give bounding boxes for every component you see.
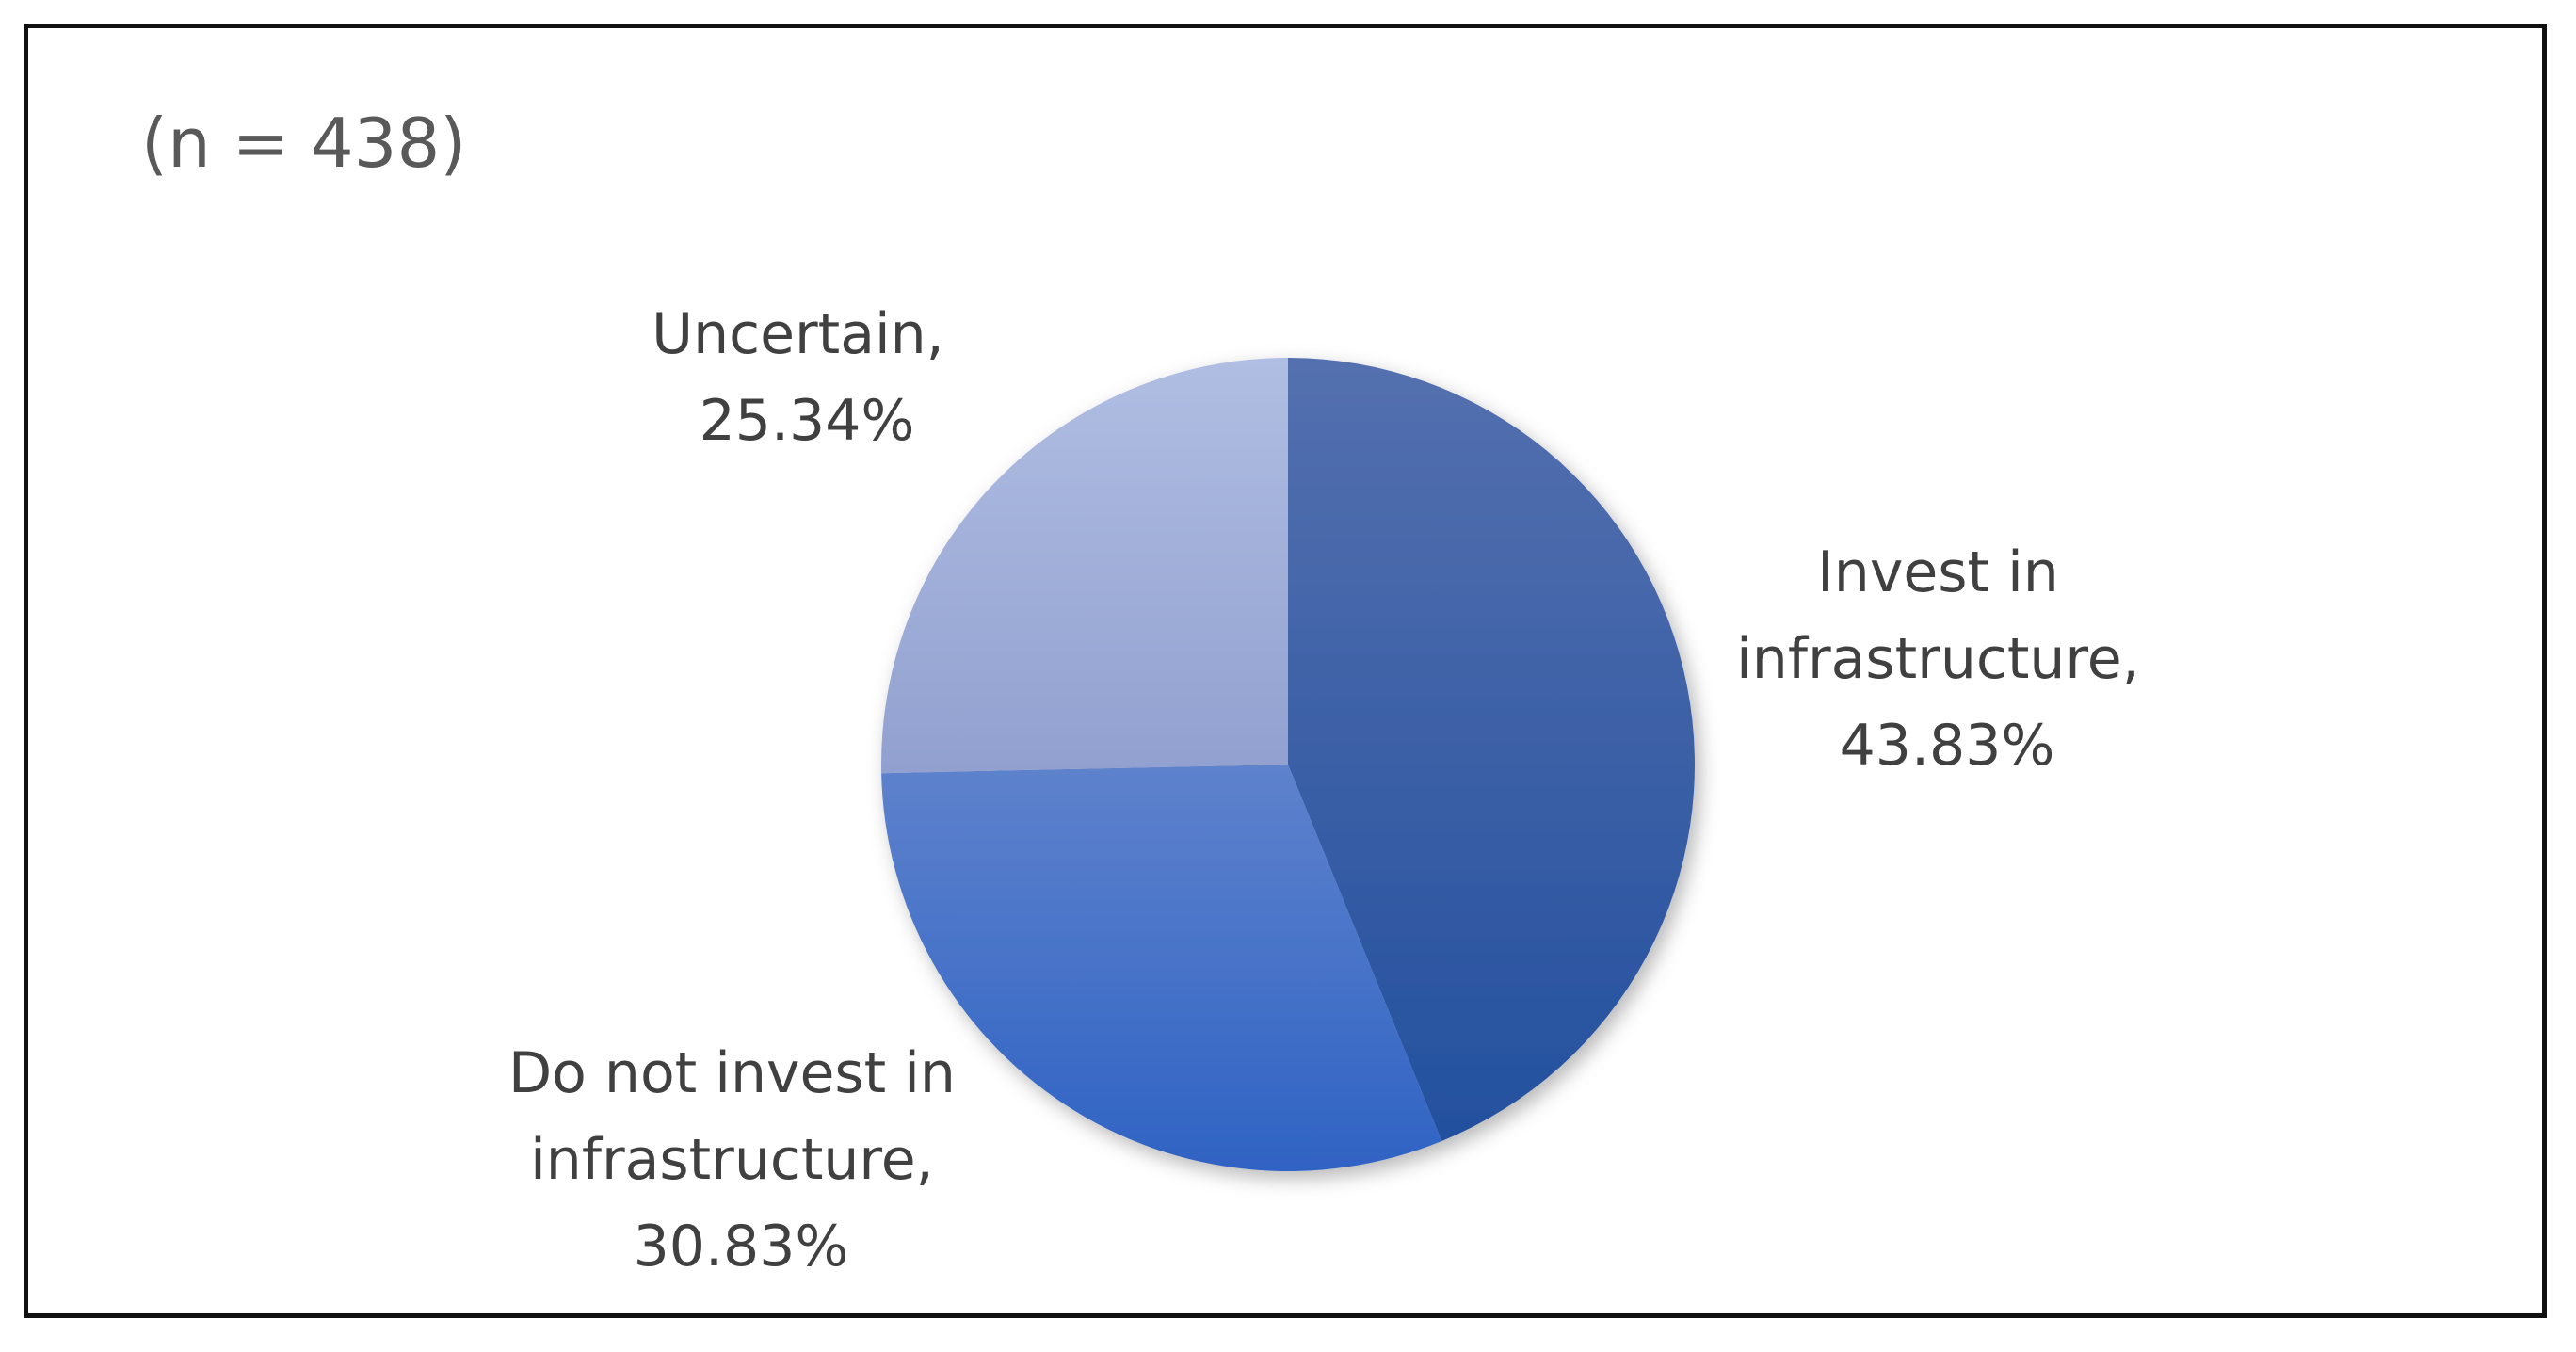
sample-size-note: (n = 438) bbox=[141, 104, 466, 183]
slice-label-do-not-invest-line-1: Do not invest in bbox=[508, 1040, 956, 1106]
pie-slice-invest bbox=[1288, 358, 1695, 1141]
pie-slice-uncertain bbox=[881, 358, 1288, 774]
slice-label-uncertain-line-1: Uncertain, bbox=[652, 301, 944, 367]
slice-label-do-not-invest-line-2: infrastructure, bbox=[530, 1127, 934, 1193]
slice-label-uncertain-line-2: 25.34% bbox=[700, 388, 915, 454]
slice-label-invest-line-2: infrastructure, bbox=[1736, 626, 2140, 692]
slice-label-invest-line-1: Invest in bbox=[1817, 539, 2059, 605]
pie-slice-do-not-invest bbox=[881, 765, 1442, 1171]
pie-slices bbox=[881, 358, 1695, 1171]
slice-label-invest: Invest in infrastructure, 43.83% bbox=[1736, 539, 2158, 779]
slice-label-uncertain: Uncertain, 25.34% bbox=[652, 301, 962, 454]
slice-label-do-not-invest: Do not invest in infrastructure, 30.83% bbox=[508, 1040, 974, 1280]
slice-label-do-not-invest-line-3: 30.83% bbox=[634, 1214, 849, 1280]
slice-label-invest-line-3: 43.83% bbox=[1840, 713, 2055, 779]
